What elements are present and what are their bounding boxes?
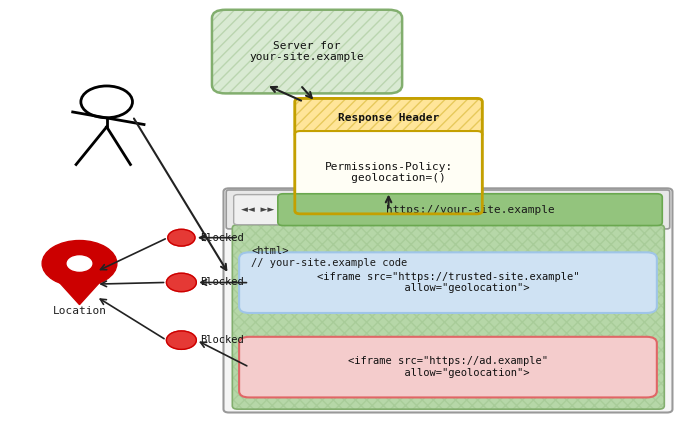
Text: <html>
// your-site.example code: <html> // your-site.example code [252,246,408,268]
Circle shape [166,331,196,349]
FancyBboxPatch shape [234,195,281,225]
Text: Server for
your-site.example: Server for your-site.example [250,41,364,62]
Text: Response Header: Response Header [338,113,439,123]
Text: Blocked: Blocked [200,277,243,288]
Circle shape [168,229,195,246]
FancyBboxPatch shape [278,194,662,226]
Polygon shape [59,282,100,305]
Circle shape [42,240,117,287]
FancyBboxPatch shape [226,190,670,229]
Text: https://your-site.example: https://your-site.example [386,205,554,215]
Text: <iframe src="https://trusted-site.example"
      allow="geolocation">: <iframe src="https://trusted-site.exampl… [316,272,579,293]
Text: ◄◄  ►►: ◄◄ ►► [241,205,274,214]
Text: Location: Location [53,306,106,316]
Text: Permissions-Policy:
   geolocation=(): Permissions-Policy: geolocation=() [325,162,453,183]
FancyBboxPatch shape [239,337,657,397]
FancyBboxPatch shape [239,252,657,313]
FancyBboxPatch shape [224,188,672,413]
FancyBboxPatch shape [295,99,482,138]
Circle shape [166,273,196,292]
FancyBboxPatch shape [233,225,664,409]
Text: <iframe src="https://ad.example"
      allow="geolocation">: <iframe src="https://ad.example" allow="… [348,356,548,378]
Circle shape [68,256,91,271]
FancyBboxPatch shape [212,10,402,93]
Text: Blocked: Blocked [200,335,243,345]
FancyBboxPatch shape [295,131,482,214]
Text: Blocked: Blocked [200,233,243,242]
